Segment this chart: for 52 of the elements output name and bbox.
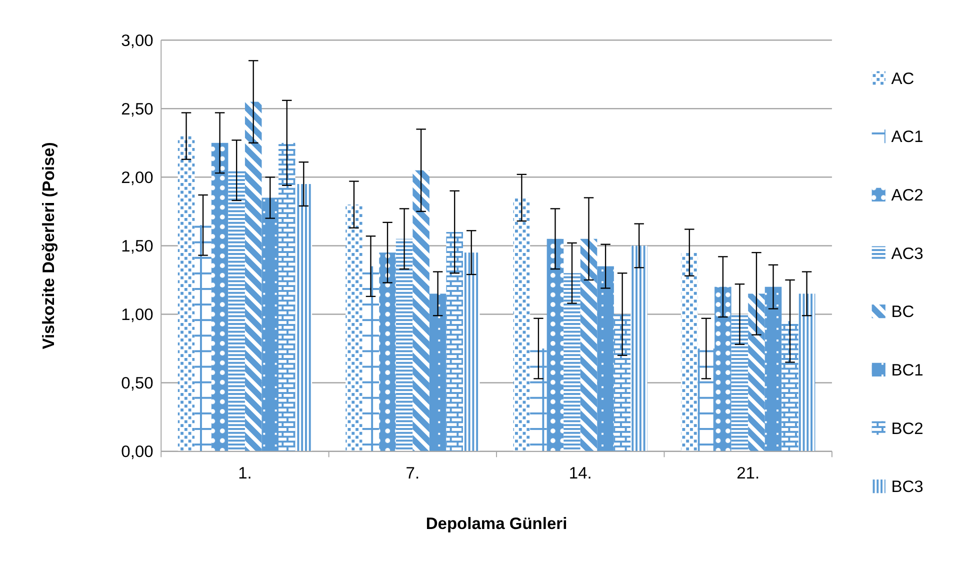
y-tick-label: 2,50 xyxy=(121,99,154,118)
bar xyxy=(564,273,580,452)
bar xyxy=(278,142,296,452)
legend-label: BC xyxy=(891,302,914,322)
bar xyxy=(748,294,765,452)
legend-label: AC2 xyxy=(891,185,924,204)
bar xyxy=(798,294,816,452)
bar xyxy=(764,286,782,452)
y-tick-label: 3,00 xyxy=(121,30,154,50)
legend-label: BC3 xyxy=(891,477,924,496)
bar xyxy=(429,294,446,452)
bar xyxy=(681,252,698,452)
bar xyxy=(228,170,245,452)
bar xyxy=(462,252,480,452)
legend-label: AC xyxy=(891,68,914,88)
y-tick-label: 2,00 xyxy=(121,168,154,187)
y-tick-label: 1,50 xyxy=(121,236,154,256)
bar xyxy=(262,198,279,452)
y-axis-title: Viskozite Değerleri (Poise) xyxy=(39,142,58,350)
bar xyxy=(782,321,798,452)
bar xyxy=(446,232,463,452)
bar xyxy=(244,102,262,452)
bar xyxy=(580,238,598,452)
x-tick-label: 1. xyxy=(238,464,252,483)
bar xyxy=(211,142,228,452)
x-tick-label: 14. xyxy=(568,464,592,483)
bar xyxy=(714,286,732,452)
legend-label: BC2 xyxy=(891,418,924,438)
bar xyxy=(731,314,748,452)
bar xyxy=(396,238,413,452)
bar xyxy=(614,314,631,452)
y-tick-label: 0,50 xyxy=(121,374,154,393)
y-tick-label: 0,00 xyxy=(121,442,154,462)
bar xyxy=(546,238,564,452)
bar xyxy=(597,266,614,452)
legend-label: AC3 xyxy=(891,244,924,263)
legend-label: AC1 xyxy=(891,127,924,146)
x-axis-title: Depolama Günleri xyxy=(426,514,568,534)
bar xyxy=(698,348,715,452)
bar xyxy=(346,204,362,452)
bar xyxy=(194,225,212,452)
bar xyxy=(513,198,530,452)
bar xyxy=(630,246,648,452)
x-tick-label: 7. xyxy=(406,464,420,483)
bar xyxy=(412,170,430,452)
y-tick-label: 1,00 xyxy=(121,305,154,324)
bar xyxy=(295,184,312,452)
legend-label: BC1 xyxy=(891,360,924,380)
bar xyxy=(530,348,547,452)
bar xyxy=(379,252,396,452)
bar xyxy=(362,266,380,452)
x-tick-label: 21. xyxy=(736,464,760,483)
